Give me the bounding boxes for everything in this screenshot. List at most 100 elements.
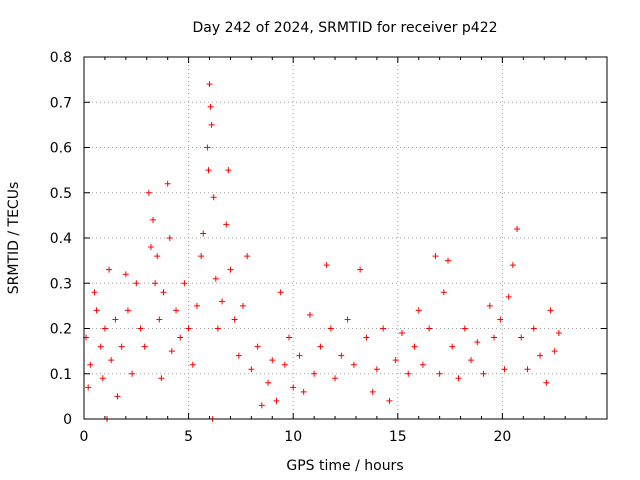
data-point (204, 144, 211, 151)
chart-title: Day 242 of 2024, SRMTID for receiver p42… (192, 20, 497, 36)
y-tick-label: 0.8 (50, 50, 72, 66)
data-point (547, 307, 554, 314)
data-point (311, 370, 318, 377)
data-point (306, 311, 313, 318)
data-point (166, 235, 173, 241)
data-point (501, 366, 508, 373)
y-tick-label: 0.4 (50, 231, 72, 247)
data-points (83, 81, 562, 422)
data-point (160, 289, 167, 296)
data-point (436, 370, 443, 377)
data-point (244, 253, 251, 260)
data-point (99, 375, 106, 382)
data-point (141, 343, 148, 350)
x-tick-label: 10 (284, 429, 302, 445)
y-tick-label: 0.1 (50, 367, 72, 383)
data-point (332, 375, 339, 382)
data-point (112, 316, 119, 323)
data-point (290, 384, 297, 391)
data-point (239, 302, 246, 309)
data-point (258, 402, 265, 409)
data-point (543, 379, 550, 386)
data-point (108, 357, 115, 364)
data-point (87, 361, 94, 368)
data-point (445, 257, 452, 264)
data-point (168, 348, 175, 355)
data-point (555, 330, 562, 337)
data-point (426, 325, 433, 332)
tick-labels: 0 5 10 15 20 0 0.1 0.2 0.3 0.4 0.5 0.6 0.7 0.8 (50, 50, 512, 445)
grid-lines (84, 57, 607, 419)
data-point (207, 103, 214, 110)
data-point (154, 253, 161, 260)
data-point (198, 253, 205, 260)
data-point (350, 361, 357, 368)
data-point (518, 334, 525, 341)
x-tick-label: 15 (389, 429, 407, 445)
data-point (277, 289, 284, 296)
data-point (300, 388, 307, 395)
data-point (405, 370, 412, 377)
data-point (419, 361, 426, 368)
data-point (129, 370, 136, 377)
y-tick-label: 0.7 (50, 95, 72, 111)
data-point (455, 375, 462, 382)
data-point (392, 357, 399, 364)
data-point (369, 388, 376, 395)
data-point (338, 352, 345, 359)
data-point (133, 280, 140, 287)
data-point (200, 230, 207, 237)
data-point (164, 180, 171, 187)
data-point (440, 289, 447, 296)
data-point (114, 393, 121, 400)
data-point (205, 167, 212, 174)
data-point (231, 316, 238, 323)
data-point (254, 343, 261, 350)
data-point (265, 379, 272, 386)
y-tick-label: 0.5 (50, 186, 72, 202)
data-point (156, 316, 163, 323)
data-point (189, 361, 196, 368)
data-point (357, 266, 364, 273)
data-point (497, 316, 504, 323)
data-point (373, 366, 380, 373)
data-point (461, 325, 468, 332)
data-point (248, 366, 255, 373)
data-point (181, 280, 188, 287)
data-point (225, 167, 232, 174)
data-point (106, 266, 113, 273)
data-point (380, 325, 387, 332)
data-point (480, 370, 487, 377)
data-point (327, 325, 334, 332)
data-point (210, 194, 217, 201)
data-point (551, 348, 558, 355)
data-point (118, 343, 125, 350)
data-point (486, 302, 493, 309)
data-point (398, 330, 405, 337)
data-point (145, 189, 152, 196)
data-point (491, 334, 498, 341)
data-point (219, 298, 226, 305)
data-point (530, 325, 537, 332)
x-axis-label: GPS time / hours (286, 458, 403, 474)
data-point (468, 357, 475, 364)
data-point (206, 81, 213, 88)
y-tick-label: 0.2 (50, 322, 72, 338)
data-point (415, 307, 422, 314)
y-tick-label: 0.3 (50, 276, 72, 292)
data-point (214, 325, 221, 332)
data-point (208, 121, 215, 128)
data-point (91, 289, 98, 296)
data-point (363, 334, 370, 341)
data-point (514, 225, 521, 232)
data-point (122, 271, 129, 278)
y-axis-label: SRMTID / TECUs (6, 182, 22, 295)
data-point (177, 334, 184, 341)
data-point (173, 307, 180, 314)
data-point (296, 352, 303, 359)
data-point (509, 262, 516, 269)
data-point (269, 357, 276, 364)
y-tick-label: 0 (63, 412, 72, 428)
data-point (449, 343, 456, 350)
data-point (524, 366, 531, 373)
